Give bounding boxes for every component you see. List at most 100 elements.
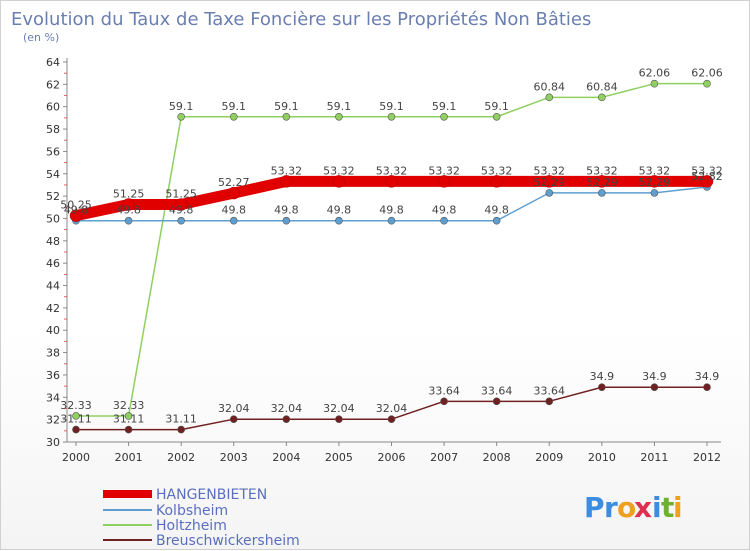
data-label: 53.32 (481, 164, 513, 177)
data-label: 53.32 (376, 164, 408, 177)
data-point (177, 112, 185, 121)
data-point (282, 216, 291, 225)
data-point (229, 415, 238, 424)
y-tick-label: 50 (46, 212, 60, 225)
data-point (335, 216, 343, 225)
data-label: 32.04 (271, 402, 303, 415)
data-label: 34.9 (642, 370, 667, 383)
data-label: 49.8 (432, 204, 457, 217)
data-point (650, 79, 659, 88)
data-label: 32.04 (323, 402, 355, 415)
axes: 30 32 34 36 38 40 42 44 46 48 50 52 54 56 58 60 62 64 2000… (46, 56, 721, 464)
y-tick-label: 48 (46, 235, 60, 248)
data-label: 62.06 (639, 67, 671, 80)
data-point (648, 175, 661, 188)
data-label: 53.32 (534, 164, 566, 177)
data-label: 53.32 (271, 164, 303, 177)
logo-letter: P (584, 491, 605, 524)
series-layer (69, 79, 714, 434)
data-label: 53.32 (639, 164, 671, 177)
legend-label: Breuschwickersheim (156, 533, 300, 549)
data-point (122, 198, 135, 211)
data-label: 49.8 (274, 204, 299, 217)
x-tick-label: 2001 (115, 451, 143, 464)
data-labels: 50.25 51.25 51.25 52.27 53.32 53.32 53.32 53.32… (60, 67, 723, 426)
x-tick-label: 2006 (378, 451, 406, 464)
data-point (545, 93, 554, 102)
data-point (492, 216, 501, 225)
data-label: 32.33 (113, 399, 145, 412)
x-tick-label: 2000 (62, 451, 90, 464)
data-label: 51.25 (113, 188, 145, 201)
data-point (595, 175, 609, 188)
logo-letter: i (673, 491, 683, 524)
y-tick-label: 54 (46, 168, 60, 181)
legend-label: HANGENBIETEN (156, 487, 267, 503)
y-tick-label: 60 (46, 101, 60, 114)
x-tick-label: 2012 (693, 451, 721, 464)
data-label: 32.33 (60, 399, 92, 412)
y-tick-label: 36 (46, 369, 60, 382)
data-label: 51.25 (165, 188, 197, 201)
x-tick-label: 2010 (588, 451, 616, 464)
data-point (545, 189, 554, 197)
data-point (650, 383, 659, 392)
data-point (490, 175, 503, 188)
y-tick-label: 44 (46, 280, 60, 293)
data-point (387, 415, 396, 424)
logo-letter: i (652, 491, 662, 524)
data-point (703, 79, 711, 88)
data-label: 52.29 (534, 176, 566, 189)
data-label: 49.8 (222, 204, 247, 217)
x-tick-label: 2007 (430, 451, 458, 464)
data-label: 52.29 (639, 176, 671, 189)
data-label: 31.11 (113, 413, 145, 426)
data-label: 31.11 (165, 413, 197, 426)
data-point (72, 425, 80, 434)
data-point (282, 415, 291, 424)
data-point (387, 112, 396, 121)
data-label: 49.8 (169, 204, 194, 217)
data-point (335, 112, 343, 121)
data-point (229, 216, 238, 225)
data-point (229, 112, 238, 121)
data-label: 52.82 (691, 170, 723, 183)
data-point (492, 397, 501, 406)
logo-letter: r (604, 491, 618, 524)
x-tick-label: 2009 (535, 451, 563, 464)
y-tick-label: 32 (46, 414, 60, 427)
data-point (124, 425, 133, 434)
x-tick-label: 2002 (167, 451, 195, 464)
data-label: 32.04 (218, 402, 250, 415)
data-point (440, 397, 448, 406)
data-label: 49.8 (64, 204, 89, 217)
data-label: 59.1 (274, 100, 299, 113)
data-point (177, 216, 185, 225)
data-label: 60.84 (534, 80, 566, 93)
x-tick-label: 2003 (220, 451, 248, 464)
data-label: 53.32 (691, 164, 723, 177)
x-tick-label: 2008 (483, 451, 511, 464)
data-label: 34.9 (695, 370, 720, 383)
data-label: 49.8 (484, 204, 509, 217)
y-tick-label: 42 (46, 302, 60, 315)
y-tick-label: 30 (46, 436, 60, 449)
data-point (440, 216, 448, 225)
x-tick-label: 2011 (640, 451, 668, 464)
y-tick-label: 52 (46, 190, 60, 203)
data-label: 53.32 (323, 164, 355, 177)
legend-label: Kolbsheim (156, 503, 228, 519)
data-label: 59.1 (222, 100, 247, 113)
data-label: 60.84 (586, 80, 618, 93)
data-label: 62.06 (691, 67, 723, 80)
data-label: 33.64 (428, 384, 460, 397)
data-point (174, 198, 188, 211)
data-point (650, 189, 659, 197)
data-point (703, 383, 711, 392)
data-point (545, 397, 554, 406)
data-point (332, 175, 346, 188)
data-point (387, 216, 396, 225)
data-label: 49.8 (116, 204, 141, 217)
